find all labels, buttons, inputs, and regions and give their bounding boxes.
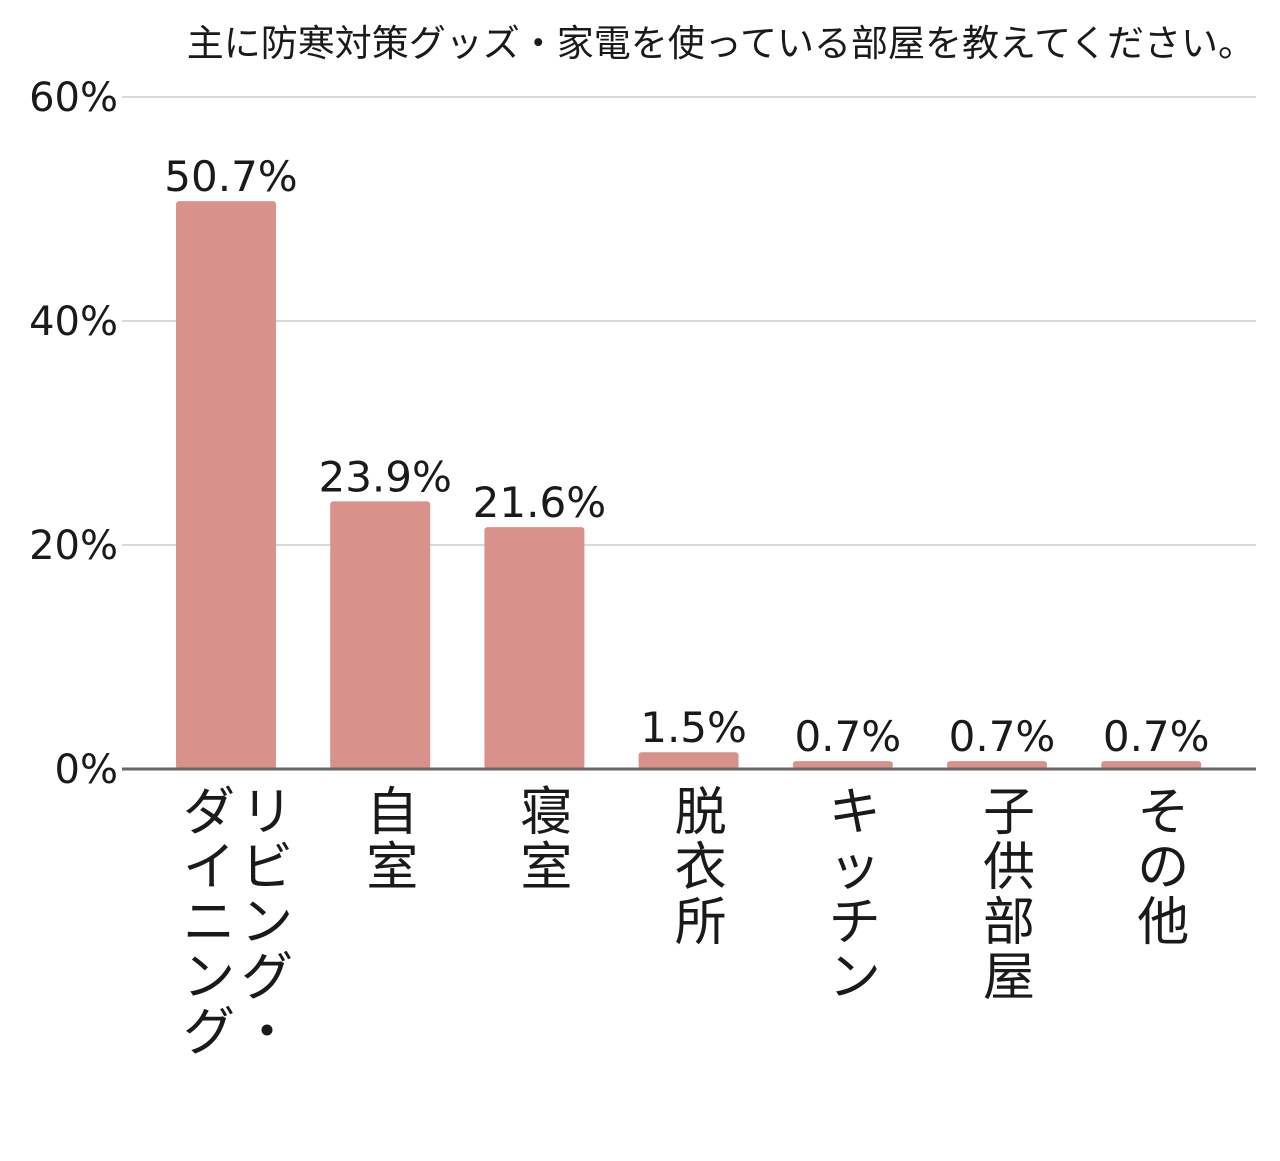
- category-label-column: 脱衣所: [675, 783, 727, 953]
- category-label: その他: [1137, 783, 1189, 953]
- category-label: リビング・ダイニング: [183, 783, 293, 1063]
- bars: [176, 201, 1202, 769]
- category-label: 子供部屋: [983, 783, 1035, 1008]
- data-label: 1.5%: [640, 703, 747, 752]
- category-label-column: その他: [1137, 783, 1189, 953]
- category-label: 寝室: [520, 783, 572, 898]
- gridlines: [122, 96, 1256, 546]
- bar: [792, 761, 893, 769]
- category-label-column: キッチン: [829, 783, 881, 1008]
- data-labels: 50.7% 23.9% 21.6% 1.5% 0.7% 0.7% 0.7%: [164, 152, 1209, 761]
- bar: [947, 761, 1047, 769]
- chart-title: 主に防寒対策グッズ・家電を使っている部屋を教えてください。: [187, 22, 1255, 65]
- category-label: キッチン: [829, 783, 881, 1008]
- y-axis-tick-labels: 0% 20% 40% 60%: [29, 75, 118, 793]
- data-label: 0.7%: [949, 712, 1056, 761]
- data-label: 21.6%: [473, 478, 606, 527]
- bar: [176, 201, 276, 769]
- category-label: 自室: [366, 783, 418, 898]
- category-label-column: ダイニング: [183, 783, 235, 1063]
- category-label-column: 子供部屋: [983, 783, 1035, 1008]
- category-label-column: 寝室: [520, 783, 572, 898]
- y-tick-label: 20%: [29, 523, 118, 569]
- data-label: 50.7%: [164, 152, 297, 201]
- data-label: 0.7%: [794, 712, 901, 761]
- category-label-column: 自室: [366, 783, 418, 898]
- category-label: 脱衣所: [675, 783, 727, 953]
- bar: [1101, 761, 1202, 769]
- data-label: 23.9%: [318, 452, 451, 501]
- bar: [330, 501, 431, 769]
- y-tick-label: 60%: [29, 75, 118, 121]
- data-label: 0.7%: [1103, 712, 1210, 761]
- category-label-column: リビング・: [241, 783, 293, 1063]
- bar: [638, 752, 739, 769]
- y-tick-label: 40%: [29, 299, 118, 345]
- bar: [484, 527, 585, 769]
- y-tick-label: 0%: [55, 747, 118, 793]
